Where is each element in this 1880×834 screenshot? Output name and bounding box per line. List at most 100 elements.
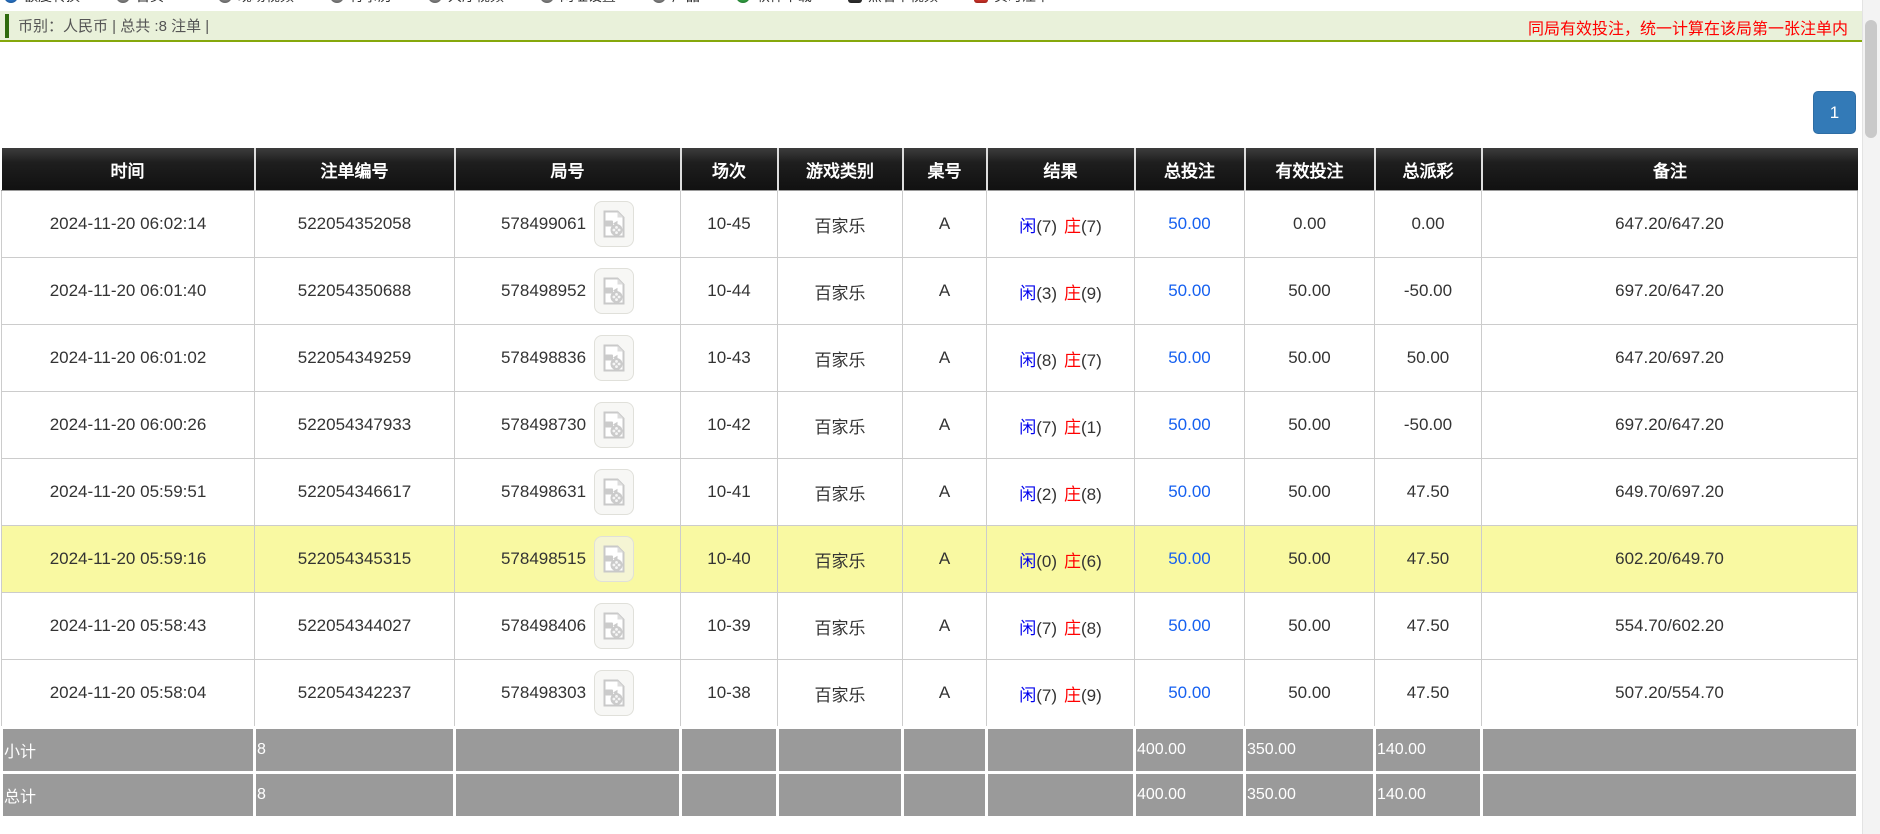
game-type-cell: 百家乐 [777, 391, 903, 459]
video-replay-button[interactable] [594, 603, 635, 649]
video-replay-button[interactable] [594, 268, 635, 314]
bet-id-cell: 522054342237 [254, 659, 455, 728]
valid-bet-cell: 50.00 [1244, 257, 1375, 325]
menu-item-download[interactable]: 软件下载 [735, 0, 812, 6]
round-number: 578498730 [500, 415, 587, 434]
remark-cell: 649.70/697.20 [1481, 458, 1858, 526]
total-bet-cell: 50.00 [1134, 458, 1245, 526]
result-cell: 闲(8) 庄(7) [986, 324, 1135, 392]
total-bet-link[interactable]: 50.00 [1168, 415, 1211, 434]
time-cell: 2024-11-20 06:01:40 [1, 257, 255, 325]
subtotal-count: 8 [253, 726, 456, 774]
menu-item-lobby-video[interactable]: 大厅视频 [427, 0, 504, 6]
session-cell: 10-43 [680, 324, 778, 392]
menu-item-settings[interactable]: 网址设置 [539, 0, 616, 6]
session-cell: 10-39 [680, 592, 778, 660]
game-type-cell: 百家乐 [777, 458, 903, 526]
round-cell: 578498631 [454, 458, 681, 526]
video-replay-button[interactable] [594, 536, 635, 582]
header-valid-bet: 有效投注 [1244, 148, 1376, 191]
menu-item-calendar[interactable]: 行事历 [329, 0, 392, 6]
pagination-page-1[interactable]: 1 [1813, 91, 1856, 134]
table-no-cell: A [902, 525, 987, 593]
round-cell: 578498303 [454, 659, 681, 728]
valid-bet-cell: 50.00 [1244, 525, 1375, 593]
bet-id-cell: 522054347933 [254, 391, 455, 459]
menu-label: 实时注单 [994, 0, 1050, 6]
player-result: 闲 [1019, 484, 1037, 504]
video-replay-button[interactable] [594, 670, 635, 716]
menu-item-realtime-bets[interactable]: 实时注单 [973, 0, 1050, 6]
header-time: 时间 [1, 148, 256, 191]
session-cell: 10-44 [680, 257, 778, 325]
menu-item-blacklist-video[interactable]: 黑名单视频 [847, 0, 938, 6]
banker-result: 庄 [1064, 417, 1081, 437]
table-no-cell: A [902, 257, 987, 325]
player-score: (7) [1036, 417, 1057, 437]
menu-label: 软件下载 [756, 0, 812, 6]
total-bet-link[interactable]: 50.00 [1168, 348, 1211, 367]
total-bet-link[interactable]: 50.00 [1168, 281, 1211, 300]
video-replay-button[interactable] [594, 469, 635, 515]
video-replay-button[interactable] [594, 201, 635, 247]
vertical-scrollbar[interactable] [1862, 0, 1880, 834]
total-bet-cell: 50.00 [1134, 659, 1245, 728]
bet-records-table: 时间 注单编号 局号 场次 游戏类别 桌号 结果 总投注 有效投注 总派彩 备注… [0, 148, 1859, 819]
menu-label: 行事历 [350, 0, 392, 6]
player-score: (7) [1036, 216, 1057, 236]
round-number: 578498836 [500, 348, 587, 367]
total-bet-link[interactable]: 50.00 [1168, 683, 1211, 702]
table-row: 2024-11-20 05:59:16 522054345315 5784985… [1, 525, 1858, 593]
header-total-bet: 总投注 [1134, 148, 1246, 191]
result-cell: 闲(7) 庄(7) [986, 190, 1135, 258]
bet-id-cell: 522054349259 [254, 324, 455, 392]
result-cell: 闲(7) 庄(8) [986, 592, 1135, 660]
remark-cell: 647.20/647.20 [1481, 190, 1858, 258]
bet-id-cell: 522054352058 [254, 190, 455, 258]
banker-score: (8) [1081, 484, 1102, 504]
player-score: (7) [1036, 618, 1057, 638]
player-score: (3) [1036, 283, 1057, 303]
valid-bet-cell: 50.00 [1244, 592, 1375, 660]
result-cell: 闲(7) 庄(1) [986, 391, 1135, 459]
banker-score: (6) [1081, 551, 1102, 571]
menu-item-product[interactable]: 产品 [651, 0, 700, 6]
payout-cell: 47.50 [1374, 458, 1482, 526]
round-cell: 578498730 [454, 391, 681, 459]
banker-score: (7) [1081, 350, 1102, 370]
game-type-cell: 百家乐 [777, 659, 903, 728]
payout-cell: -50.00 [1374, 257, 1482, 325]
header-game-type: 游戏类别 [777, 148, 904, 191]
total-bet-link[interactable]: 50.00 [1168, 549, 1211, 568]
table-row: 2024-11-20 06:00:26 522054347933 5784987… [1, 391, 1858, 459]
valid-bet-cell: 50.00 [1244, 324, 1375, 392]
total-bet-link[interactable]: 50.00 [1168, 214, 1211, 233]
video-replay-button[interactable] [594, 402, 635, 448]
banker-score: (9) [1081, 283, 1102, 303]
film-file-icon [603, 478, 625, 506]
menu-item-live-video[interactable]: 现场视频 [217, 0, 294, 6]
total-bet-link[interactable]: 50.00 [1168, 616, 1211, 635]
chevron-down-icon: ▼ [172, 0, 182, 2]
video-replay-button[interactable] [594, 335, 635, 381]
menu-item-transfer[interactable]: 额度转换 [4, 0, 80, 6]
bet-id-cell: 522054344027 [254, 592, 455, 660]
header-session: 场次 [680, 148, 779, 191]
menu-item-home[interactable]: 首页 ▼ [116, 0, 182, 6]
top-menubar: 额度转换 首页 ▼ 现场视频 行事历 大厅视频 网址设置 产品 软件下载 黑名单视… [0, 0, 1880, 11]
payout-cell: -50.00 [1374, 391, 1482, 459]
remark-cell: 647.20/697.20 [1481, 324, 1858, 392]
blacklist-video-icon [847, 0, 862, 3]
empty-cell [776, 771, 904, 819]
result-cell: 闲(0) 庄(6) [986, 525, 1135, 593]
total-bet-link[interactable]: 50.00 [1168, 482, 1211, 501]
subtotal-valid-bet: 350.00 [1243, 726, 1376, 774]
header-round-id: 局号 [454, 148, 682, 191]
menu-label: 首页 [136, 0, 164, 6]
round-number: 578498515 [500, 549, 587, 568]
product-icon [651, 0, 666, 3]
live-video-icon [217, 0, 232, 3]
header-remark: 备注 [1481, 148, 1858, 191]
table-row: 2024-11-20 05:59:51 522054346617 5784986… [1, 458, 1858, 526]
scrollbar-thumb[interactable] [1865, 20, 1877, 138]
